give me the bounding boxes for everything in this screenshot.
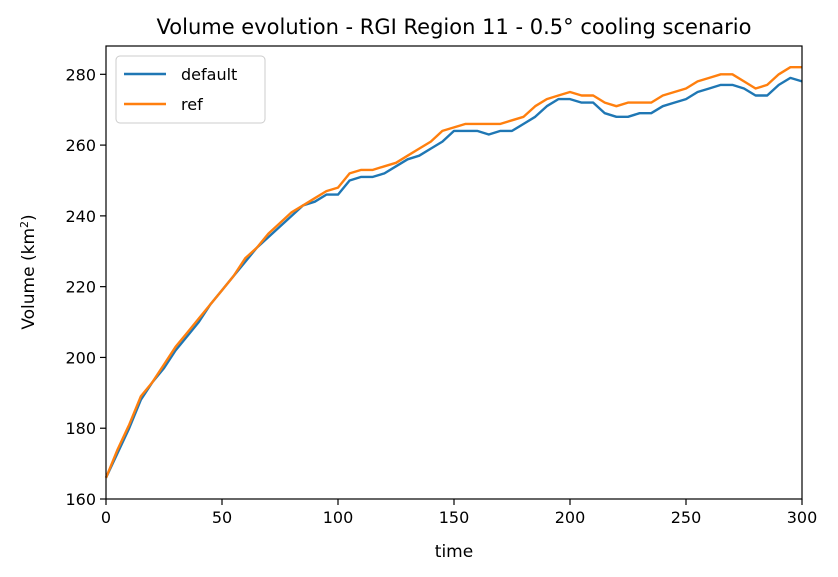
y-axis-label-superscript: 2	[18, 221, 31, 228]
legend-label-default: default	[181, 65, 237, 84]
series-layer	[104, 65, 803, 479]
y-axis-label-main: Volume (km	[19, 228, 39, 330]
y-tick-label: 240	[65, 207, 96, 226]
x-tick-label: 200	[555, 508, 586, 527]
x-axis-ticks: 0 50 100 150 200 250 300	[101, 499, 817, 527]
legend: default ref	[115, 55, 266, 124]
series-line-ref	[104, 65, 802, 479]
y-tick-label: 160	[65, 490, 96, 509]
series-line-default	[104, 76, 803, 479]
x-axis-label: time	[435, 542, 473, 562]
y-tick-label: 180	[65, 419, 96, 438]
y-tick-label: 220	[65, 278, 96, 297]
y-tick-label: 280	[65, 65, 96, 84]
y-axis-label: Volume (km2)	[18, 214, 40, 329]
x-tick-label: 300	[787, 508, 818, 527]
y-axis-label-end: )	[19, 214, 39, 221]
x-tick-label: 50	[212, 508, 232, 527]
x-tick-label: 150	[439, 508, 470, 527]
y-axis-ticks: 160 180 200 220 240 260 280	[65, 65, 106, 509]
x-tick-label: 0	[101, 508, 111, 527]
y-tick-label: 260	[65, 136, 96, 155]
legend-box	[115, 55, 266, 124]
x-tick-label: 100	[323, 508, 354, 527]
chart-title: Volume evolution - RGI Region 11 - 0.5° …	[157, 15, 752, 39]
legend-label-ref: ref	[181, 95, 203, 114]
y-tick-label: 200	[65, 348, 96, 367]
x-tick-label: 250	[671, 508, 702, 527]
